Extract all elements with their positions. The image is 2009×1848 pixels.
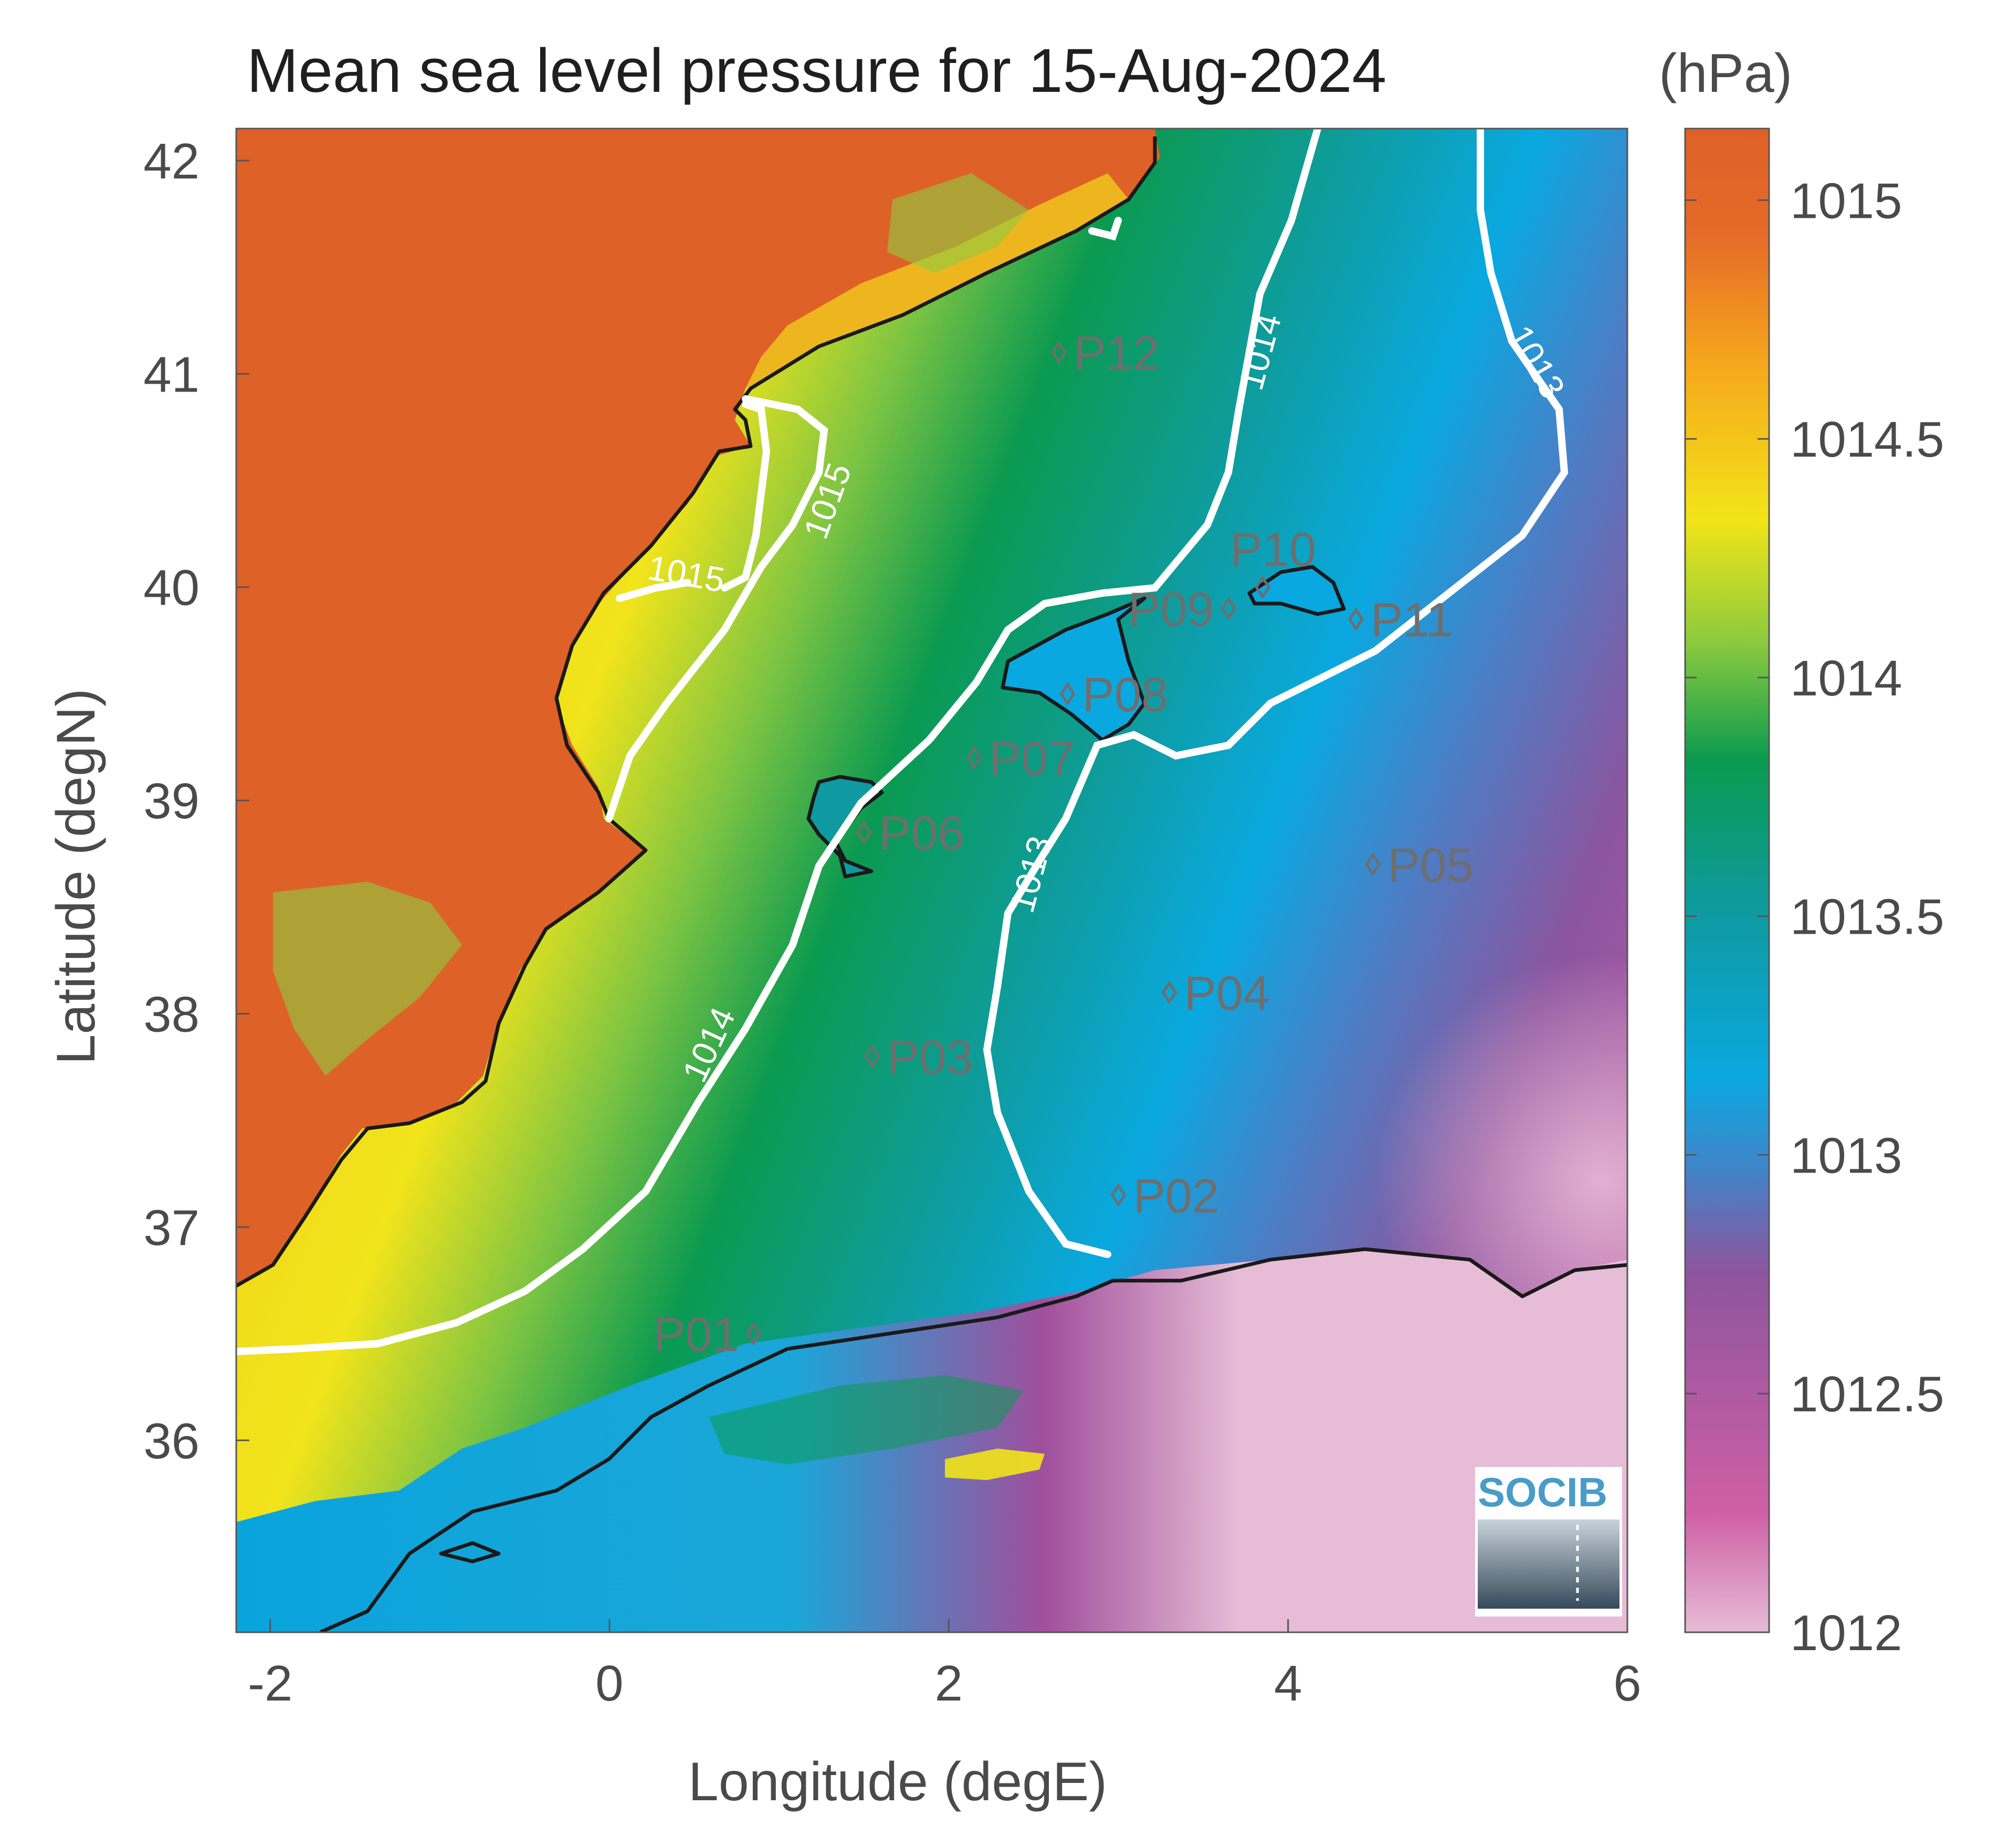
colorbar: 1012 1012.5 1013 1013.5 1014 1014.5 1015 <box>1684 128 1944 1661</box>
isobar-1015-outer <box>605 395 828 822</box>
colorbar-ticks: 1012 1012.5 1013 1013.5 1014 1014.5 1015 <box>1685 173 1944 1661</box>
y-tick-label: 41 <box>143 346 199 403</box>
x-tick-label: 4 <box>1274 1655 1302 1712</box>
station-label: P09 <box>1128 583 1214 636</box>
station-marker-p04[interactable]: P04 <box>1161 967 1270 1020</box>
isobar-contours <box>236 129 1569 1355</box>
y-tick-label: 42 <box>143 133 199 189</box>
station-marker-p07[interactable]: P07 <box>966 732 1075 786</box>
island-mallorca <box>1003 598 1144 740</box>
socib-logo-text: SOCIB <box>1478 1469 1607 1515</box>
x-axis-ticks: -2 0 2 4 6 <box>248 1619 1642 1712</box>
station-label: P07 <box>989 732 1075 786</box>
socib-logo: SOCIB <box>1475 1467 1622 1617</box>
station-diamond-icon <box>1051 341 1067 365</box>
colorbar-tick-label: 1013 <box>1790 1127 1902 1184</box>
station-diamond-icon <box>864 1044 880 1069</box>
y-tick-label: 38 <box>143 986 199 1042</box>
station-diamond-icon <box>1348 607 1364 631</box>
station-marker-p06[interactable]: P06 <box>856 807 965 860</box>
station-diamond-icon <box>1221 596 1237 620</box>
map-title: Mean sea level pressure for 15-Aug-2024 <box>247 36 1386 105</box>
colorbar-tick-label: 1012 <box>1790 1605 1902 1661</box>
station-label: P08 <box>1082 668 1169 722</box>
station-marker-p01[interactable]: P01 <box>653 1308 762 1361</box>
station-diamond-icon <box>1365 852 1381 877</box>
station-label: P11 <box>1371 594 1453 647</box>
inland-green-patch-north <box>887 173 1029 273</box>
isobar-1015-inner <box>721 400 771 592</box>
mallorca-coastline <box>1001 596 1147 742</box>
station-marker-p03[interactable]: P03 <box>864 1031 973 1084</box>
x-tick-label: 0 <box>595 1655 623 1712</box>
socib-logo-wave <box>1478 1519 1619 1609</box>
station-diamond-icon <box>1059 682 1076 706</box>
station-marker-p10[interactable]: P10 <box>1230 523 1316 599</box>
colorbar-frame <box>1684 128 1770 1633</box>
africa-green-speckle <box>709 1375 1024 1464</box>
y-tick-label: 37 <box>143 1200 199 1256</box>
station-diamond-icon <box>1255 575 1271 599</box>
station-marker-p09[interactable]: P09 <box>1128 583 1237 636</box>
colorbar-unit: (hPa) <box>1659 43 1792 104</box>
station-marker-p11[interactable]: P11 <box>1348 594 1453 647</box>
y-tick-label: 36 <box>143 1413 199 1469</box>
coastal-high-band <box>745 173 1129 388</box>
isobar-1015-loop <box>616 579 691 602</box>
station-diamond-icon <box>856 820 872 844</box>
coastlines <box>236 136 1627 1632</box>
y-axis-label: Latitude (degN) <box>46 689 107 1065</box>
x-tick-label: -2 <box>248 1655 292 1712</box>
station-diamond-icon <box>966 746 982 770</box>
x-axis-label: Longitude (degE) <box>688 1751 1107 1812</box>
iberia-landmass <box>236 129 1160 1286</box>
station-label: P02 <box>1133 1169 1219 1223</box>
station-label: P10 <box>1230 523 1316 577</box>
y-axis-ticks: 36 37 38 39 40 41 42 <box>143 133 249 1469</box>
isobar-1013-north-island <box>1088 217 1122 241</box>
colorbar-gradient <box>1685 129 1769 1632</box>
y-tick-label: 39 <box>143 773 199 829</box>
inland-green-patch <box>273 882 462 1076</box>
x-tick-label: 6 <box>1613 1655 1641 1712</box>
colorbar-tick-label: 1013.5 <box>1790 889 1944 945</box>
station-diamond-icon <box>1110 1183 1127 1207</box>
africa-coastline <box>319 1247 1627 1632</box>
iberia-coastline <box>236 136 1157 1288</box>
station-diamond-icon <box>1161 980 1177 1005</box>
station-marker-p08[interactable]: P08 <box>1059 668 1169 722</box>
africa-yellow-speckle <box>945 1449 1045 1480</box>
station-marker-p02[interactable]: P02 <box>1110 1169 1219 1223</box>
x-tick-label: 2 <box>935 1655 963 1712</box>
map-frame <box>235 128 1628 1633</box>
station-label: P01 <box>653 1308 739 1361</box>
station-label: P12 <box>1074 327 1160 381</box>
menorca-coastline <box>1247 565 1346 616</box>
colorbar-tick-label: 1014.5 <box>1790 411 1944 468</box>
station-label: P05 <box>1387 839 1474 892</box>
colorbar-tick-label: 1012.5 <box>1790 1366 1944 1422</box>
station-marker-p05[interactable]: P05 <box>1365 839 1474 892</box>
isobar-1013 <box>983 129 1569 1258</box>
colorbar-tick-label: 1015 <box>1790 173 1902 229</box>
isobar-1014 <box>236 129 1321 1355</box>
station-label: P03 <box>887 1031 973 1084</box>
station-label: P06 <box>879 807 965 860</box>
y-tick-label: 40 <box>143 560 199 616</box>
station-marker-p12[interactable]: P12 <box>1051 327 1160 381</box>
alboran-islet-coastline <box>439 1541 501 1564</box>
colorbar-tick-label: 1014 <box>1790 650 1902 706</box>
station-label: P04 <box>1184 967 1270 1020</box>
station-diamond-icon <box>745 1322 762 1346</box>
